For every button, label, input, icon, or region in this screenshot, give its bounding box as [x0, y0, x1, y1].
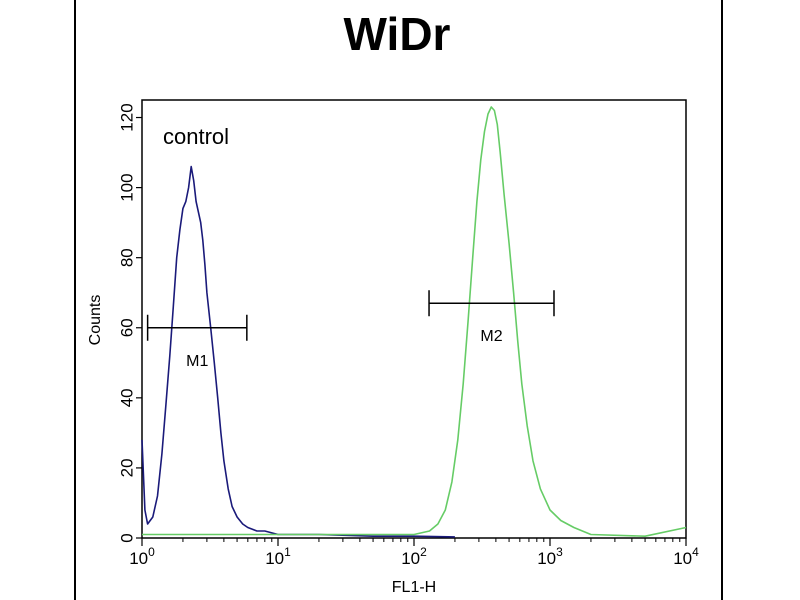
marker-label-M2: M2 — [480, 328, 502, 345]
figure-frame — [74, 0, 723, 600]
series-line-sample — [142, 106, 687, 538]
x-tick-label: 103 — [537, 545, 563, 568]
x-tick-label: 100 — [129, 545, 155, 568]
plot-area — [141, 99, 687, 539]
chart-title: WiDr — [344, 8, 451, 60]
y-tick-label: 100 — [117, 173, 136, 201]
marker-label-M1: M1 — [186, 353, 208, 370]
x-axis-ticks: 100 101 102 103 104 — [129, 538, 699, 568]
x-tick-label: 101 — [265, 545, 291, 568]
series-layer — [141, 106, 687, 538]
y-tick-label: 40 — [117, 388, 136, 407]
y-tick-label: 20 — [117, 458, 136, 477]
x-tick-label: 102 — [401, 545, 427, 568]
x-tick-label: 104 — [673, 545, 699, 568]
y-axis-label: Counts — [87, 295, 104, 346]
y-tick-label: 60 — [117, 318, 136, 337]
y-tick-label: 0 — [117, 533, 136, 542]
y-axis-ticks: 0 20 40 60 80 100 120 — [117, 103, 142, 543]
marker-layer: M1 M2 — [146, 290, 555, 370]
x-axis-label: FL1-H — [392, 579, 436, 596]
series-line-control — [141, 165, 455, 538]
control-annotation: control — [163, 124, 229, 149]
y-tick-label: 120 — [117, 103, 136, 131]
y-tick-label: 80 — [117, 248, 136, 267]
